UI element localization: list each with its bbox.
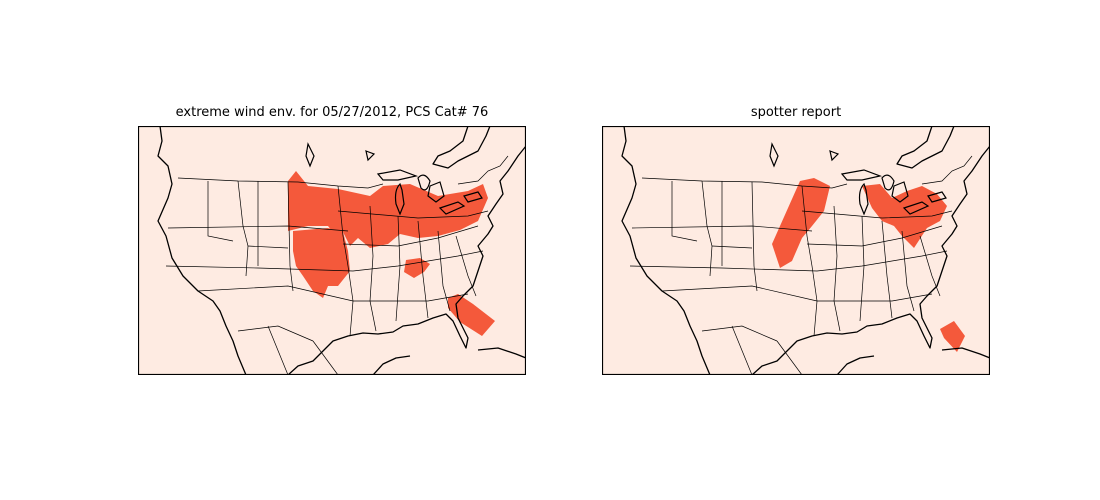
spotter-report-map [602,126,990,375]
panel-title-right: spotter report [750,105,842,120]
region-ohio-mid-atlantic [862,184,947,248]
state-borders [629,155,973,375]
map-frame [602,126,990,375]
region-tennessee-patch [404,258,430,278]
coastline [157,126,526,375]
region-northern-band [288,171,488,248]
map-frame [138,126,526,375]
panel-title-left: extreme wind env. for 05/27/2012, PCS Ca… [175,105,489,120]
great-lakes [769,142,947,216]
region-southern-plains [293,228,350,298]
region-kansas-iowa-band [772,178,830,268]
extreme-wind-map [138,126,526,375]
highlight-layer [288,171,495,336]
highlight-layer [772,178,965,352]
region-south-florida [940,321,965,352]
region-florida [448,294,495,336]
coastline [621,126,990,375]
great-lakes [305,142,483,216]
state-borders [165,155,509,375]
